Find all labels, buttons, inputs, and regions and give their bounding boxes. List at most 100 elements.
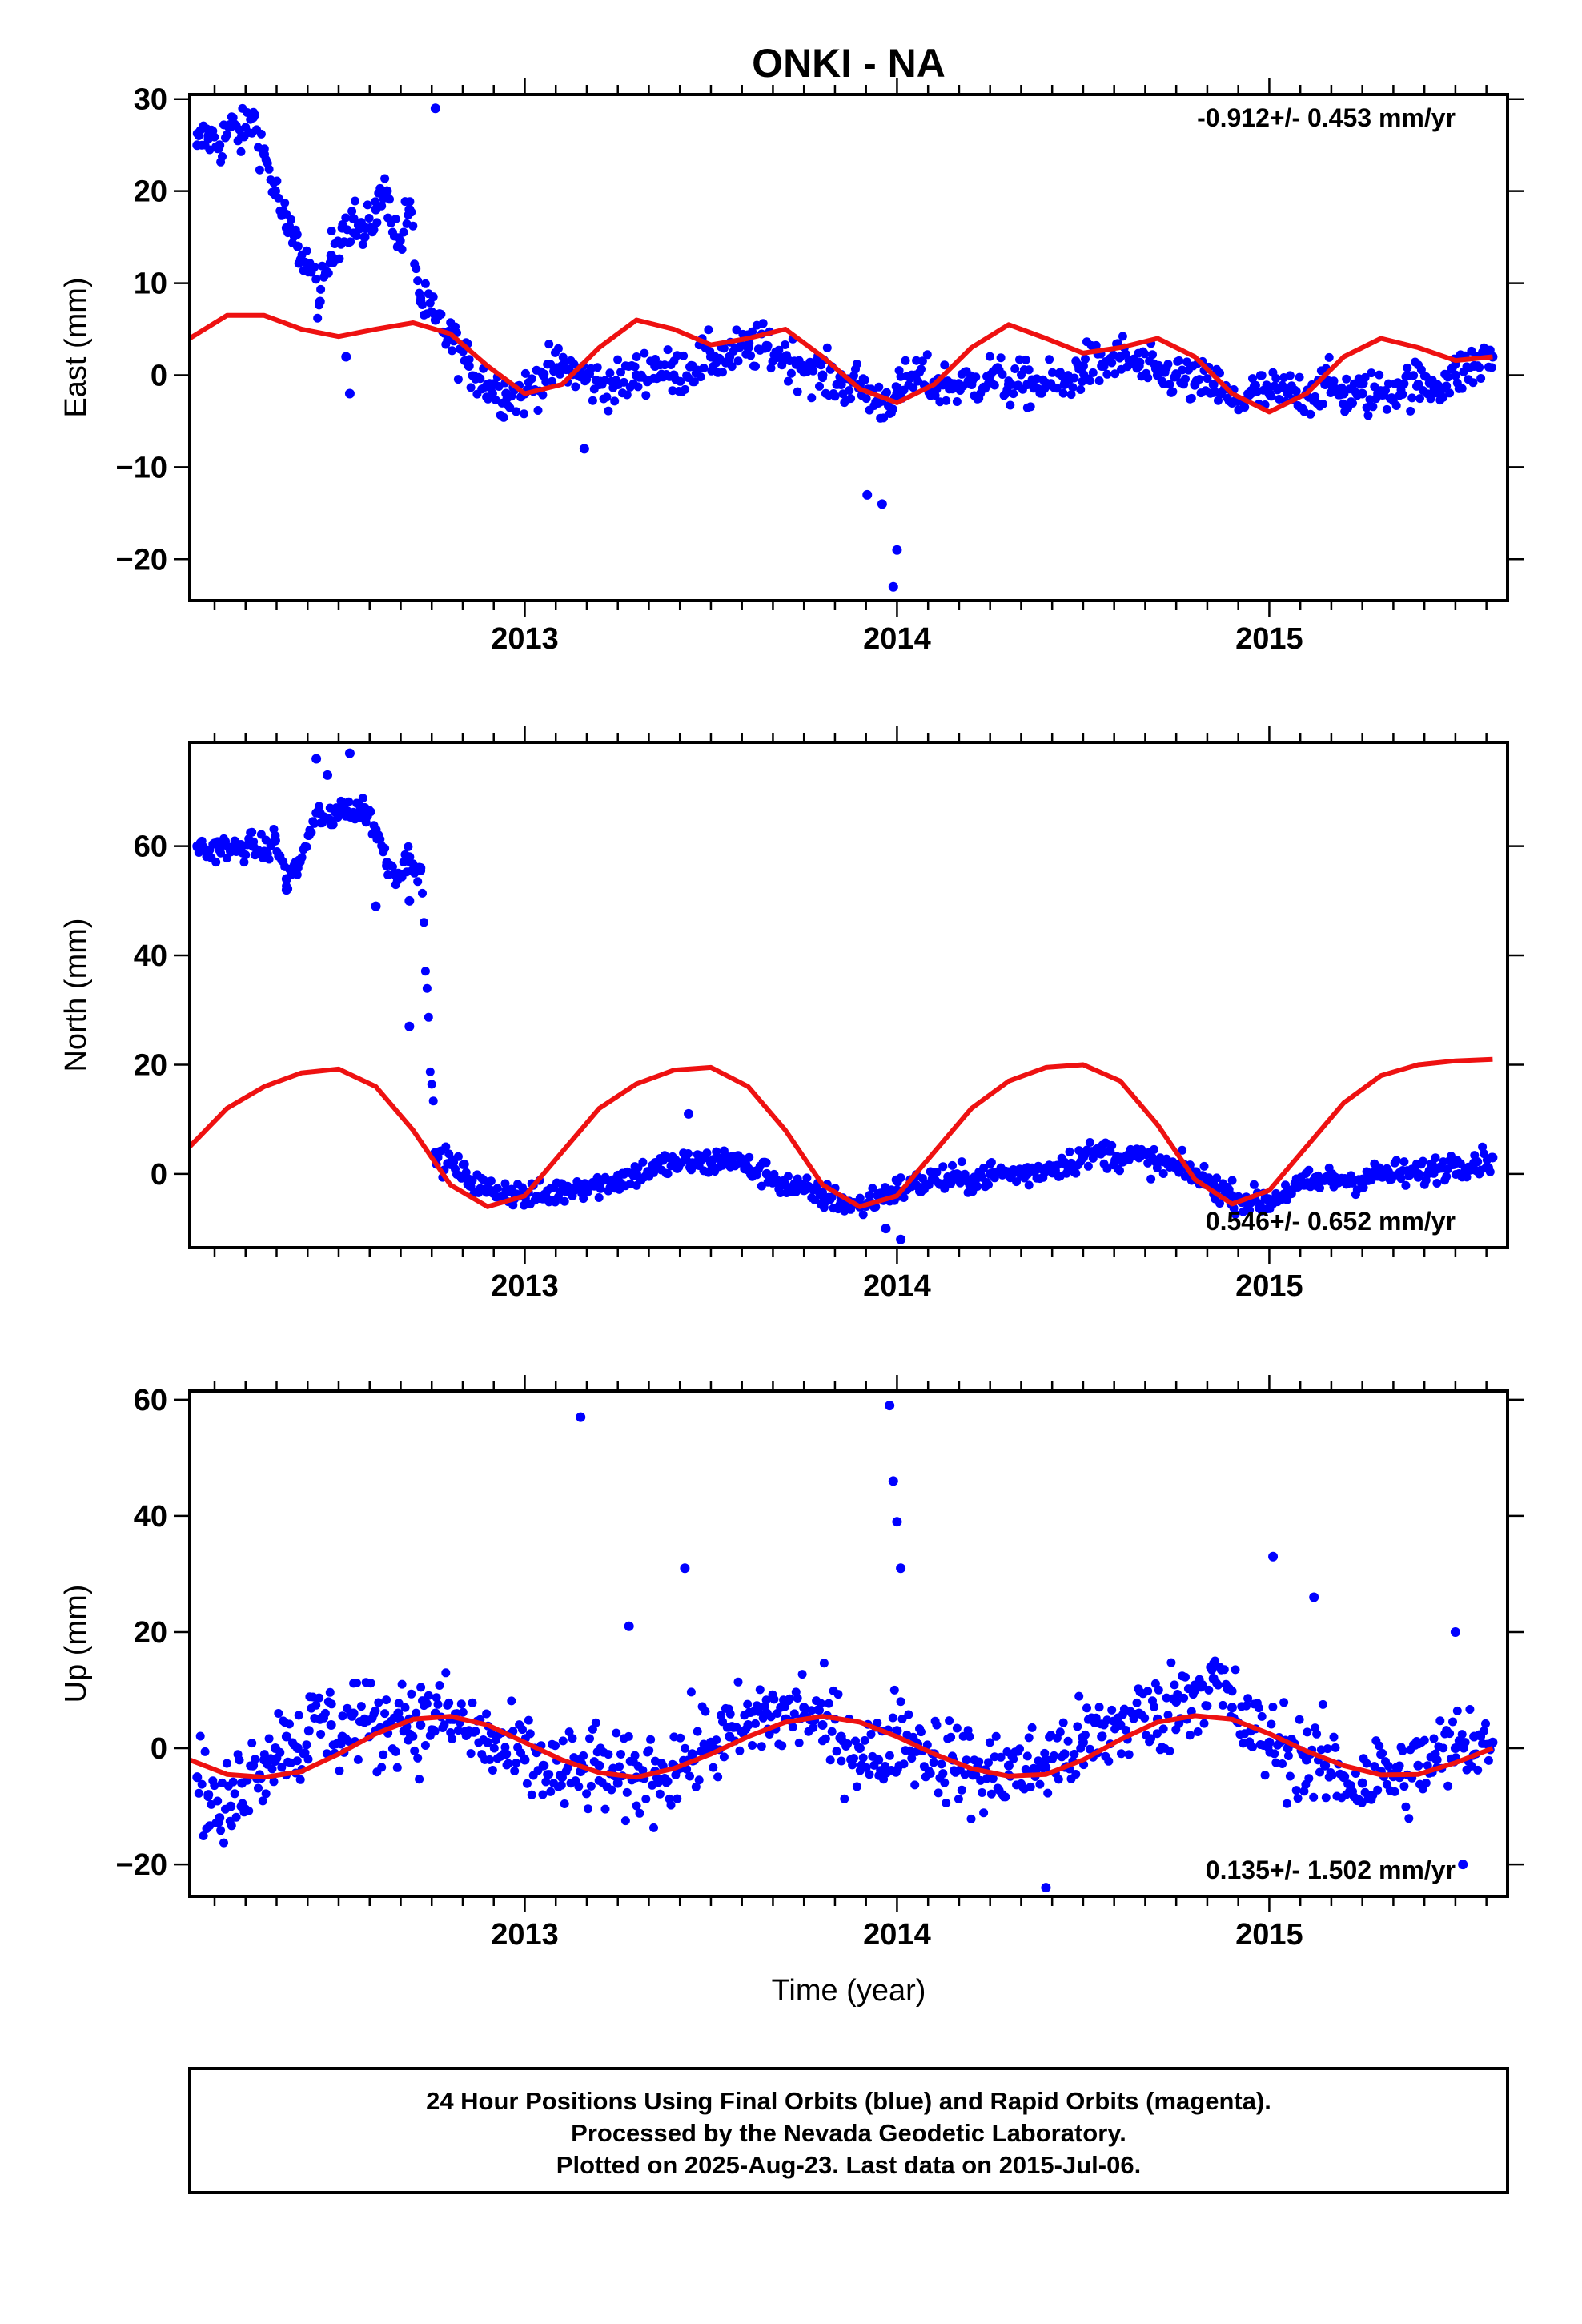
east-data-point [1248, 374, 1257, 384]
up-data-point [1301, 1755, 1311, 1765]
up-data-point [538, 1760, 548, 1771]
north-data-point [501, 1185, 512, 1196]
east-data-point [228, 113, 238, 123]
north-data-point [247, 827, 257, 837]
up-data-point [635, 1808, 644, 1818]
up-data-point [1443, 1781, 1453, 1791]
east-data-point [544, 340, 554, 349]
up-data-point [464, 1726, 474, 1736]
east-data-point [1413, 379, 1423, 389]
east-data-point [1148, 350, 1157, 360]
east-data-point [719, 344, 729, 353]
up-data-point [1073, 1722, 1082, 1731]
up-data-point [978, 1788, 987, 1797]
east-data-point [533, 406, 543, 415]
up-data-point [424, 1691, 433, 1700]
east-data-point [1006, 400, 1015, 410]
east-data-point [882, 388, 891, 397]
up-data-point [1208, 1674, 1219, 1684]
north-outlier-point [896, 1234, 906, 1244]
east-data-point [1445, 388, 1455, 398]
east-data-point [1329, 376, 1339, 386]
east-data-point [917, 356, 927, 366]
east-plot-area [190, 103, 1498, 592]
up-data-point [518, 1725, 527, 1735]
up-data-point [837, 1756, 846, 1766]
up-data-point [591, 1718, 600, 1727]
up-data-point [392, 1763, 402, 1772]
east-data-point [879, 413, 889, 423]
east-data-point [799, 360, 809, 371]
north-data-point [985, 1168, 995, 1179]
east-data-point [1052, 384, 1062, 393]
east-data-point [873, 397, 884, 408]
east-data-point [809, 366, 818, 376]
east-data-point [499, 412, 508, 422]
east-data-point [1368, 402, 1378, 412]
up-data-point [1398, 1746, 1407, 1755]
up-data-point [952, 1723, 962, 1733]
up-data-point [817, 1720, 828, 1731]
east-data-point [399, 227, 408, 237]
up-data-point [926, 1769, 935, 1778]
up-data-point [230, 1789, 239, 1799]
up-data-point [899, 1759, 909, 1769]
north-data-point [579, 1194, 588, 1204]
up-data-point [1179, 1693, 1189, 1703]
east-data-point [538, 370, 548, 380]
up-data-point [917, 1727, 926, 1737]
east-y-axis-label: East (mm) [59, 277, 93, 417]
up-data-point [468, 1698, 477, 1707]
east-data-point [669, 370, 679, 380]
north-data-point [761, 1158, 771, 1168]
east-data-point [909, 383, 918, 392]
up-data-point [682, 1764, 692, 1774]
up-data-point [1303, 1727, 1312, 1737]
up-data-point [833, 1690, 843, 1699]
east-data-point [807, 393, 817, 403]
up-data-point [653, 1778, 663, 1787]
east-data-point [631, 370, 641, 380]
up-data-point [979, 1808, 989, 1818]
east-data-point [428, 292, 438, 302]
up-data-point [788, 1723, 797, 1732]
up-data-point [215, 1813, 225, 1823]
up-data-point [210, 1781, 219, 1791]
north-data-point [1171, 1164, 1182, 1174]
up-data-point [1165, 1747, 1174, 1756]
up-data-point [316, 1730, 326, 1739]
east-data-point [372, 218, 382, 227]
up-data-point [1404, 1814, 1414, 1823]
up-data-point [865, 1770, 874, 1779]
up-data-point [1193, 1727, 1203, 1736]
north-data-point [910, 1180, 921, 1190]
north-data-point [702, 1148, 712, 1158]
up-data-point [1370, 1762, 1379, 1771]
up-data-point [1395, 1761, 1404, 1771]
up-data-point [1320, 1760, 1331, 1771]
north-data-point [404, 852, 415, 862]
east-data-point [1024, 365, 1034, 375]
up-x-tick-label-2013: 2013 [491, 1918, 559, 1952]
east-data-point [1264, 388, 1275, 399]
east-rate-label: -0.912+/- 0.453 mm/yr [1197, 103, 1456, 132]
east-data-point [1102, 369, 1112, 379]
east-data-point [746, 351, 756, 360]
up-data-point [197, 1779, 207, 1789]
north-data-point [1199, 1161, 1209, 1171]
east-data-point [369, 225, 379, 235]
up-data-point [1104, 1756, 1114, 1766]
north-data-point [1097, 1147, 1107, 1157]
north-data-point [1059, 1158, 1070, 1168]
east-data-point [1339, 388, 1349, 399]
east-data-point [985, 370, 995, 380]
east-data-point [774, 345, 784, 355]
north-data-point [684, 1149, 693, 1158]
up-data-point [435, 1681, 444, 1690]
east-data-point [218, 152, 227, 161]
east-data-point [622, 390, 632, 400]
up-data-point [873, 1755, 884, 1765]
east-data-point [1143, 373, 1153, 383]
north-data-point [1264, 1196, 1275, 1207]
east-data-point [888, 404, 897, 414]
